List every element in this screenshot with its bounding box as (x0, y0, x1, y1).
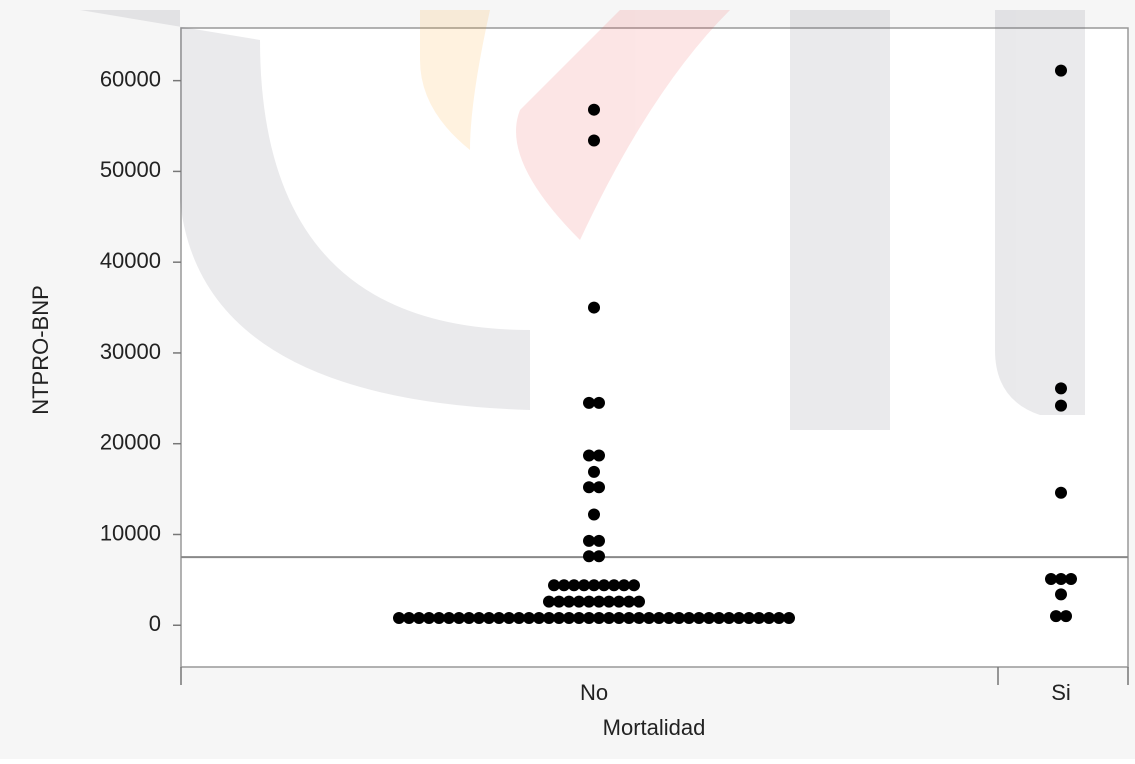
x-tick-label: Si (1051, 680, 1071, 705)
dot (1060, 610, 1072, 622)
chart: NTPRO-BNP Mortalidad 0 10000 20000 30000 400… (0, 0, 1135, 759)
y-tick-label: 10000 (100, 520, 161, 545)
dot (593, 450, 605, 462)
dot (593, 397, 605, 409)
y-tick-label: 0 (149, 611, 161, 636)
y-tick-label: 50000 (100, 157, 161, 182)
y-tick-label: 40000 (100, 248, 161, 273)
dot (588, 466, 600, 478)
y-tick-label: 30000 (100, 339, 161, 364)
dot (783, 612, 795, 624)
dot (588, 509, 600, 521)
dot (588, 135, 600, 147)
dot (1055, 487, 1067, 499)
dot (633, 596, 645, 608)
dot (593, 481, 605, 493)
dot (1055, 588, 1067, 600)
watermark-shape (995, 10, 1085, 415)
dot (593, 550, 605, 562)
y-axis-title: NTPRO-BNP (28, 285, 53, 415)
x-axis-title: Mortalidad (603, 715, 706, 740)
y-tick-label: 20000 (100, 430, 161, 455)
dot (1065, 573, 1077, 585)
dot (1055, 382, 1067, 394)
dot (1055, 400, 1067, 412)
watermark-shape (790, 10, 890, 430)
dot (1055, 65, 1067, 77)
dot (628, 579, 640, 591)
dot (593, 535, 605, 547)
x-tick-label: No (580, 680, 608, 705)
y-tick-label: 60000 (100, 66, 161, 91)
dot (588, 104, 600, 116)
dot (588, 302, 600, 314)
